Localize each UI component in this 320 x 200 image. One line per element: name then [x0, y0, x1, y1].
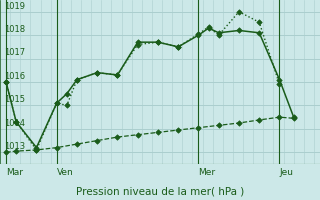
Text: 1018: 1018 — [4, 25, 25, 34]
Text: Mar: Mar — [6, 168, 23, 177]
Text: Mer: Mer — [198, 168, 216, 177]
Text: 1019: 1019 — [4, 2, 25, 11]
Text: Jeu: Jeu — [279, 168, 293, 177]
Text: Ven: Ven — [57, 168, 74, 177]
Text: Pression niveau de la mer( hPa ): Pression niveau de la mer( hPa ) — [76, 186, 244, 196]
Text: 1014: 1014 — [4, 119, 25, 128]
Text: 1015: 1015 — [4, 95, 25, 104]
Text: 1017: 1017 — [4, 48, 25, 57]
Text: 1013: 1013 — [4, 142, 25, 151]
Text: 1016: 1016 — [4, 72, 25, 81]
